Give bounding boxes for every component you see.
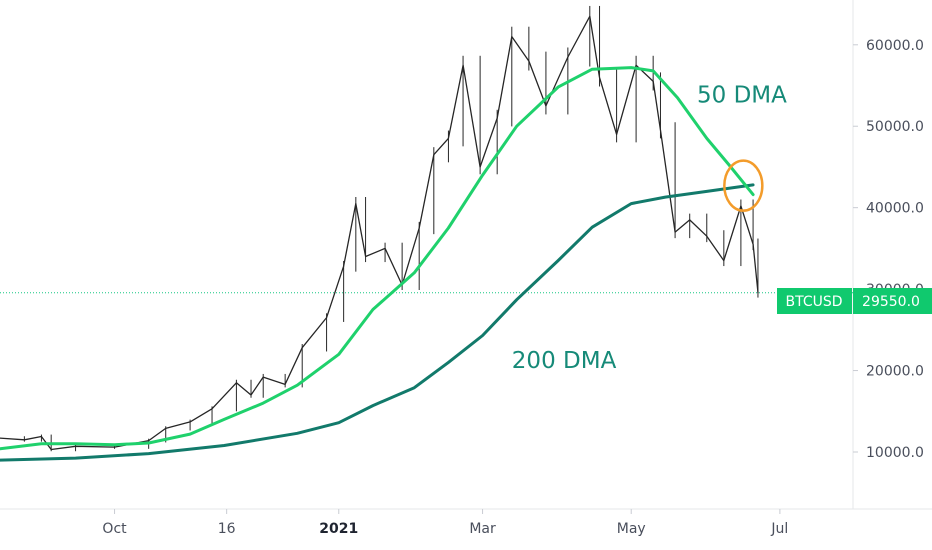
symbol-badge-bg — [777, 288, 852, 314]
y-tick-label: 40000.0 — [866, 201, 924, 217]
x-tick-label: Oct — [102, 521, 127, 537]
x-tick-label: Mar — [469, 521, 496, 537]
price-badge-bg — [853, 288, 932, 314]
crossover-highlight-circle — [723, 159, 764, 212]
series-layer — [0, 5, 759, 462]
series-line-50-dma — [0, 66, 755, 451]
x-tick-label: Jul — [770, 521, 788, 537]
annotations-layer: 50 DMA 200 DMA — [512, 83, 787, 374]
annotation-50-dma: 50 DMA — [697, 83, 787, 109]
annotation-200-dma: 200 DMA — [512, 348, 617, 374]
x-tick-label: 2021 — [319, 521, 358, 537]
y-tick-label: 60000.0 — [866, 38, 924, 54]
price-axis[interactable]: 60000.050000.040000.030000.020000.010000… — [853, 38, 924, 461]
y-tick-label: 50000.0 — [866, 119, 924, 135]
time-axis[interactable]: Oct 16 2021 Mar May Jul — [102, 509, 788, 537]
symbol-price-badge[interactable]: BTCUSD 29550.0 — [777, 288, 932, 314]
y-tick-label: 10000.0 — [866, 445, 924, 461]
y-tick-label: 20000.0 — [866, 364, 924, 380]
symbol-label: BTCUSD — [785, 294, 842, 310]
last-price-label: 29550.0 — [862, 294, 920, 310]
x-tick-label: 16 — [218, 521, 236, 537]
axes — [0, 0, 932, 510]
series-line-200-dma — [0, 183, 755, 462]
series-line-btcusd — [0, 15, 759, 451]
x-tick-label: May — [617, 521, 646, 537]
